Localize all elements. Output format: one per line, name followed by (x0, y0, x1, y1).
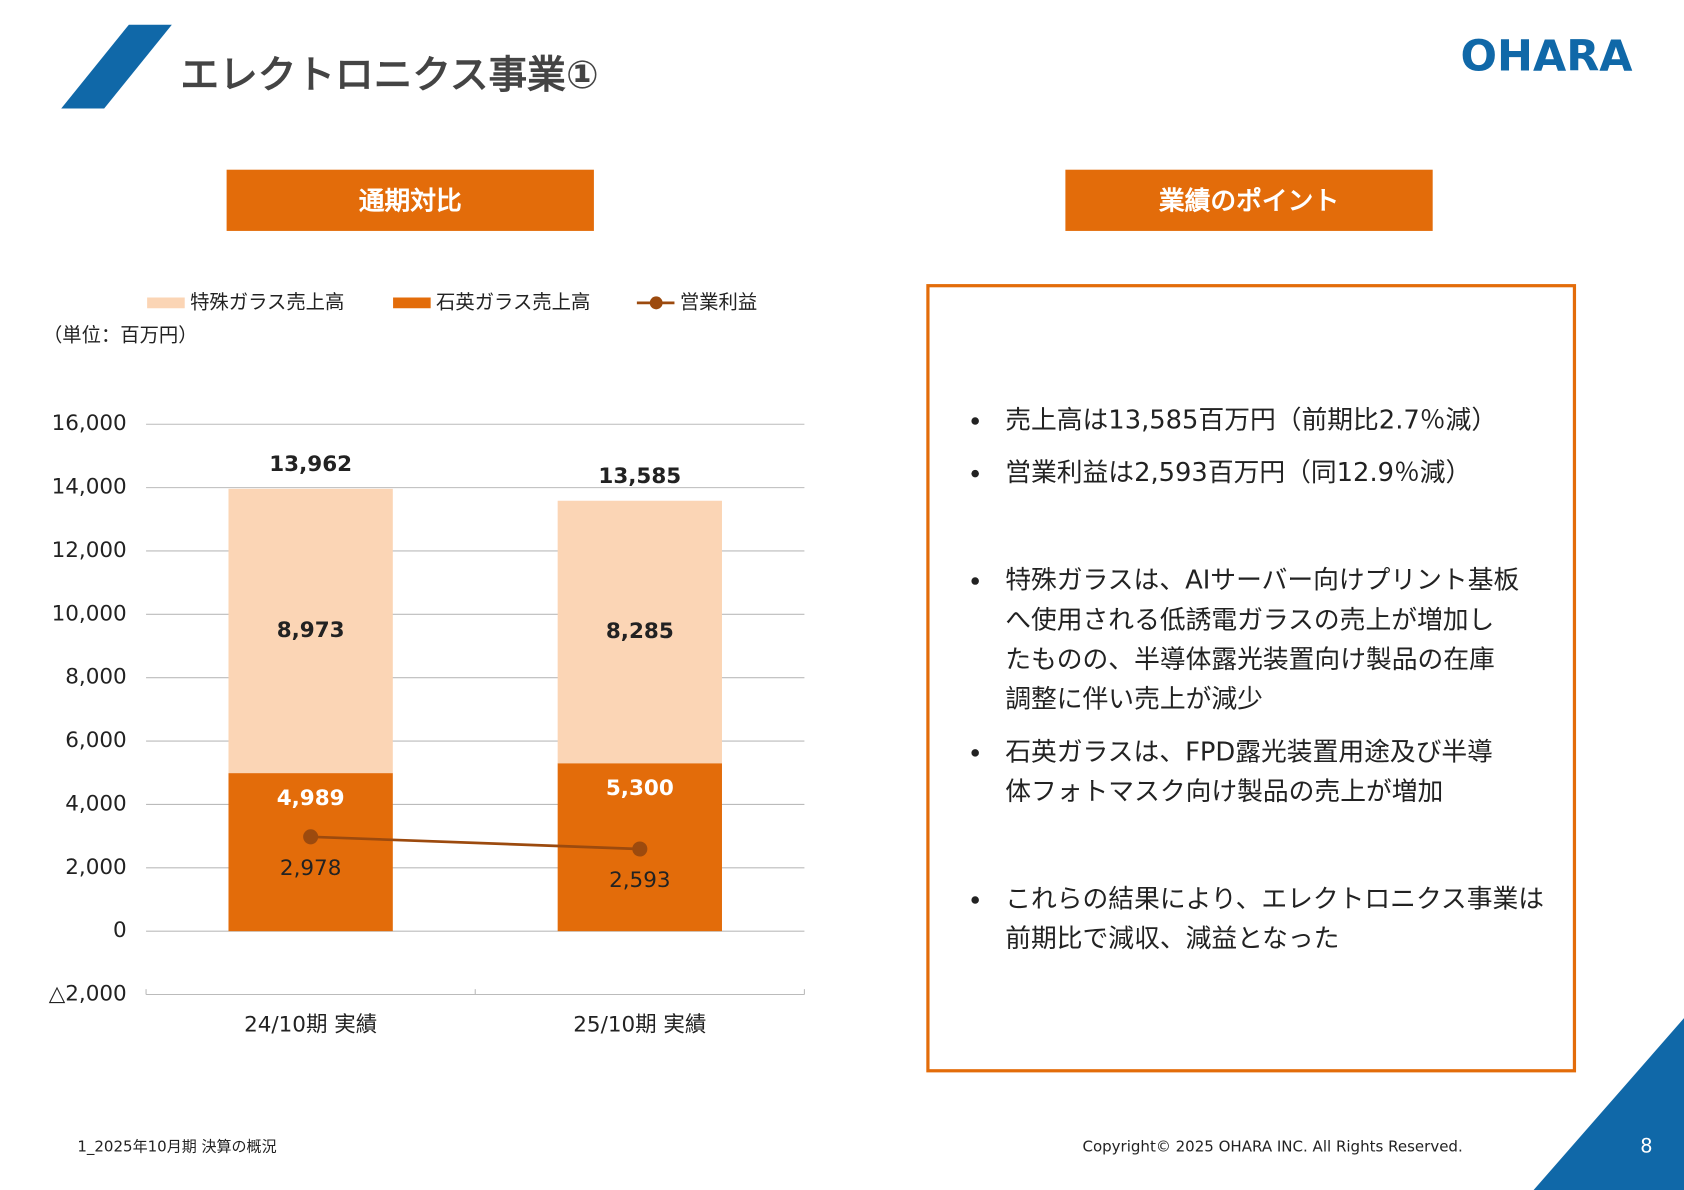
point-text: 営業利益は2,593百万円（同12.9％減） (1005, 458, 1471, 488)
page-number: 8 (1640, 1135, 1652, 1158)
legend-swatch (649, 296, 663, 310)
point-text: これらの結果により、エレクトロニクス事業は (1005, 885, 1544, 915)
total-label: 13,585 (598, 464, 681, 489)
bullet (971, 469, 979, 478)
y-tick-label: 14,000 (52, 475, 127, 500)
legend-label: 営業利益 (680, 290, 757, 313)
total-label: 13,962 (269, 452, 352, 477)
point-text: 体フォトマスク向け製品の売上が増加 (1005, 777, 1443, 807)
value-label: 2,978 (280, 856, 341, 881)
title: エレクトロニクス事業① (180, 53, 598, 98)
y-tick-label: △2,000 (49, 982, 127, 1007)
title-accent (61, 24, 172, 109)
value-label: 8,285 (606, 619, 674, 644)
bullet (971, 749, 979, 757)
section-header (1065, 169, 1433, 231)
copyright: Copyright© 2025 OHARA INC. All Rights Re… (1082, 1138, 1462, 1156)
bar-segment (228, 773, 393, 932)
point-text: 特殊ガラスは、AIサーバー向けプリント基板 (1005, 566, 1519, 596)
section-header (226, 169, 594, 231)
point-text: 石英ガラスは、FPD露光装置用途及び半導 (1005, 737, 1493, 767)
value-label: 5,300 (606, 776, 674, 801)
y-tick-label: 12,000 (52, 538, 127, 563)
line (310, 835, 640, 851)
legend-label: 特殊ガラス売上高 (190, 290, 344, 313)
point-text: 前期比で減収、減益となった (1005, 924, 1339, 954)
y-tick-label: 2,000 (65, 855, 126, 880)
line-point (632, 841, 648, 857)
y-tick-label: 6,000 (65, 728, 126, 753)
legend-swatch (147, 297, 185, 309)
unit-note: （単位：百万円） (43, 324, 198, 347)
bullet (971, 896, 979, 904)
legend-swatch (393, 297, 431, 309)
point-text: 売上高は13,585百万円（前期比2.7％減） (1005, 406, 1497, 436)
point-text: へ使用される低誘電ガラスの売上が増加し (1005, 605, 1494, 635)
point-text: たものの、半導体露光装置向け製品の在庫 (1005, 645, 1495, 675)
y-tick-label: 16,000 (52, 411, 127, 436)
bullet (971, 577, 979, 585)
y-tick-label: 0 (113, 918, 127, 943)
value-label: 8,973 (277, 618, 345, 643)
legend-label: 石英ガラス売上高 (436, 290, 590, 313)
logo: OHARA (1461, 32, 1634, 82)
y-tick-label: 10,000 (52, 601, 127, 626)
points-box (926, 284, 1577, 1073)
line-point (303, 829, 319, 845)
value-label: 2,593 (609, 868, 670, 893)
bar-segment (557, 500, 722, 764)
bar-segment (228, 488, 393, 774)
point-text: 調整に伴い売上が減少 (1005, 685, 1263, 715)
x-tick-label: 24/10期 実績 (244, 1013, 377, 1038)
x-tick-label: 25/10期 実績 (573, 1013, 706, 1038)
y-tick-label: 4,000 (65, 791, 126, 816)
section-title: 業績のポイント (1159, 185, 1339, 216)
section-title: 通期対比 (359, 186, 462, 216)
footer-left: 1_2025年10月期 決算の概況 (77, 1138, 276, 1157)
value-label: 4,989 (277, 786, 345, 811)
bullet (971, 417, 979, 425)
y-tick-label: 8,000 (65, 665, 126, 690)
